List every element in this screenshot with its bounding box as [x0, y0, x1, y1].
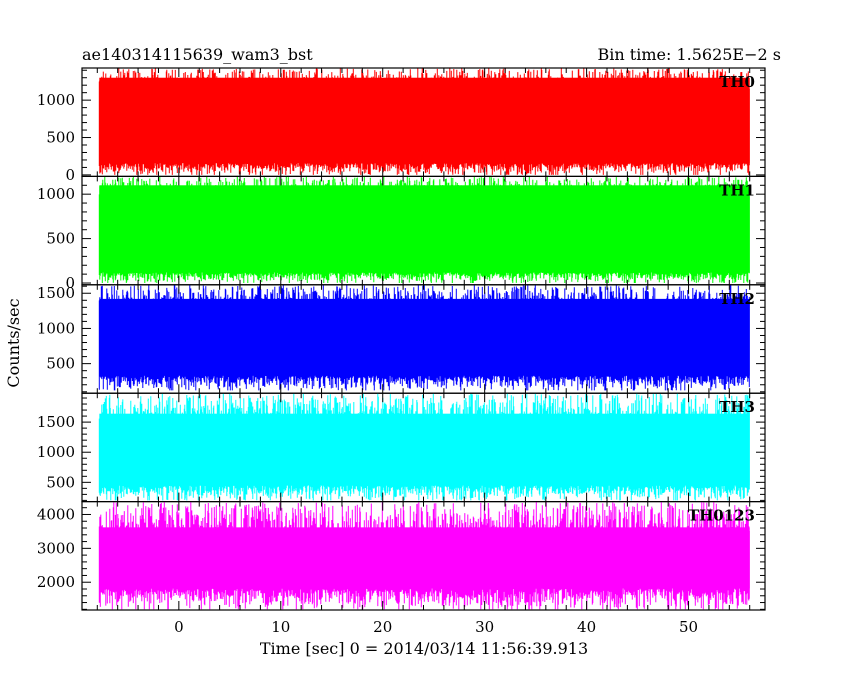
- y-tick-label: 1500: [37, 413, 75, 431]
- series-line-th0: [98, 68, 750, 175]
- panel-label-th1: TH1: [719, 181, 755, 199]
- panel-th3: 500 1000 1500 TH3: [37, 392, 766, 503]
- y-tick-label: 1000: [37, 185, 75, 203]
- panel-label-th0: TH0: [719, 73, 755, 91]
- y-tick-label: 500: [46, 230, 75, 248]
- panel-label-th0123: TH0123: [688, 507, 755, 525]
- y-tick-label: 4000: [37, 505, 75, 523]
- panels-group: 0 500 1000 TH0 0 500 1000 TH1 500 1000 1500 TH2 500 1…: [37, 67, 766, 611]
- panel-th1: 0 500 1000 TH1: [37, 175, 766, 292]
- series-line-th1: [98, 176, 750, 283]
- x-axis-title: Time [sec] 0 = 2014/03/14 11:56:39.913: [260, 639, 588, 658]
- y-tick-label: 1000: [37, 319, 75, 337]
- x-tick-label: 10: [271, 618, 290, 636]
- x-tick-label: 20: [373, 618, 392, 636]
- panel-th2: 500 1000 1500 TH2: [37, 284, 766, 394]
- y-tick-label: 1500: [37, 284, 75, 302]
- y-tick-label: 2000: [37, 573, 75, 591]
- y-axis-title: Counts/sec: [4, 298, 23, 387]
- y-tick-label: 3000: [37, 539, 75, 557]
- x-tick-label: 50: [679, 618, 698, 636]
- y-tick-label: 500: [46, 473, 75, 491]
- bin-time-label: Bin time: 1.5625E−2 s: [598, 45, 781, 64]
- series-line-th3: [98, 393, 750, 501]
- chart-title: ae140314115639_wam3_bst: [82, 45, 313, 64]
- series-line-th0123: [98, 501, 750, 610]
- panel-label-th2: TH2: [719, 290, 755, 308]
- y-tick-label: 500: [46, 129, 75, 147]
- y-tick-label: 1000: [37, 443, 75, 461]
- series-line-th2: [98, 284, 750, 391]
- y-tick-label: 1000: [37, 91, 75, 109]
- x-tick-label: 0: [174, 618, 184, 636]
- y-tick-label: 500: [46, 355, 75, 373]
- y-tick-label: 0: [65, 166, 75, 184]
- panel-th0: 0 500 1000 TH0: [37, 67, 766, 184]
- x-tick-label: 30: [475, 618, 494, 636]
- x-tick-label: 40: [577, 618, 596, 636]
- y-tick-label: 0: [65, 274, 75, 292]
- panel-label-th3: TH3: [719, 398, 755, 416]
- panel-th0123: 2000 3000 4000 TH0123: [37, 501, 766, 611]
- x-axis: 0 10 20 30 40 50: [174, 618, 698, 636]
